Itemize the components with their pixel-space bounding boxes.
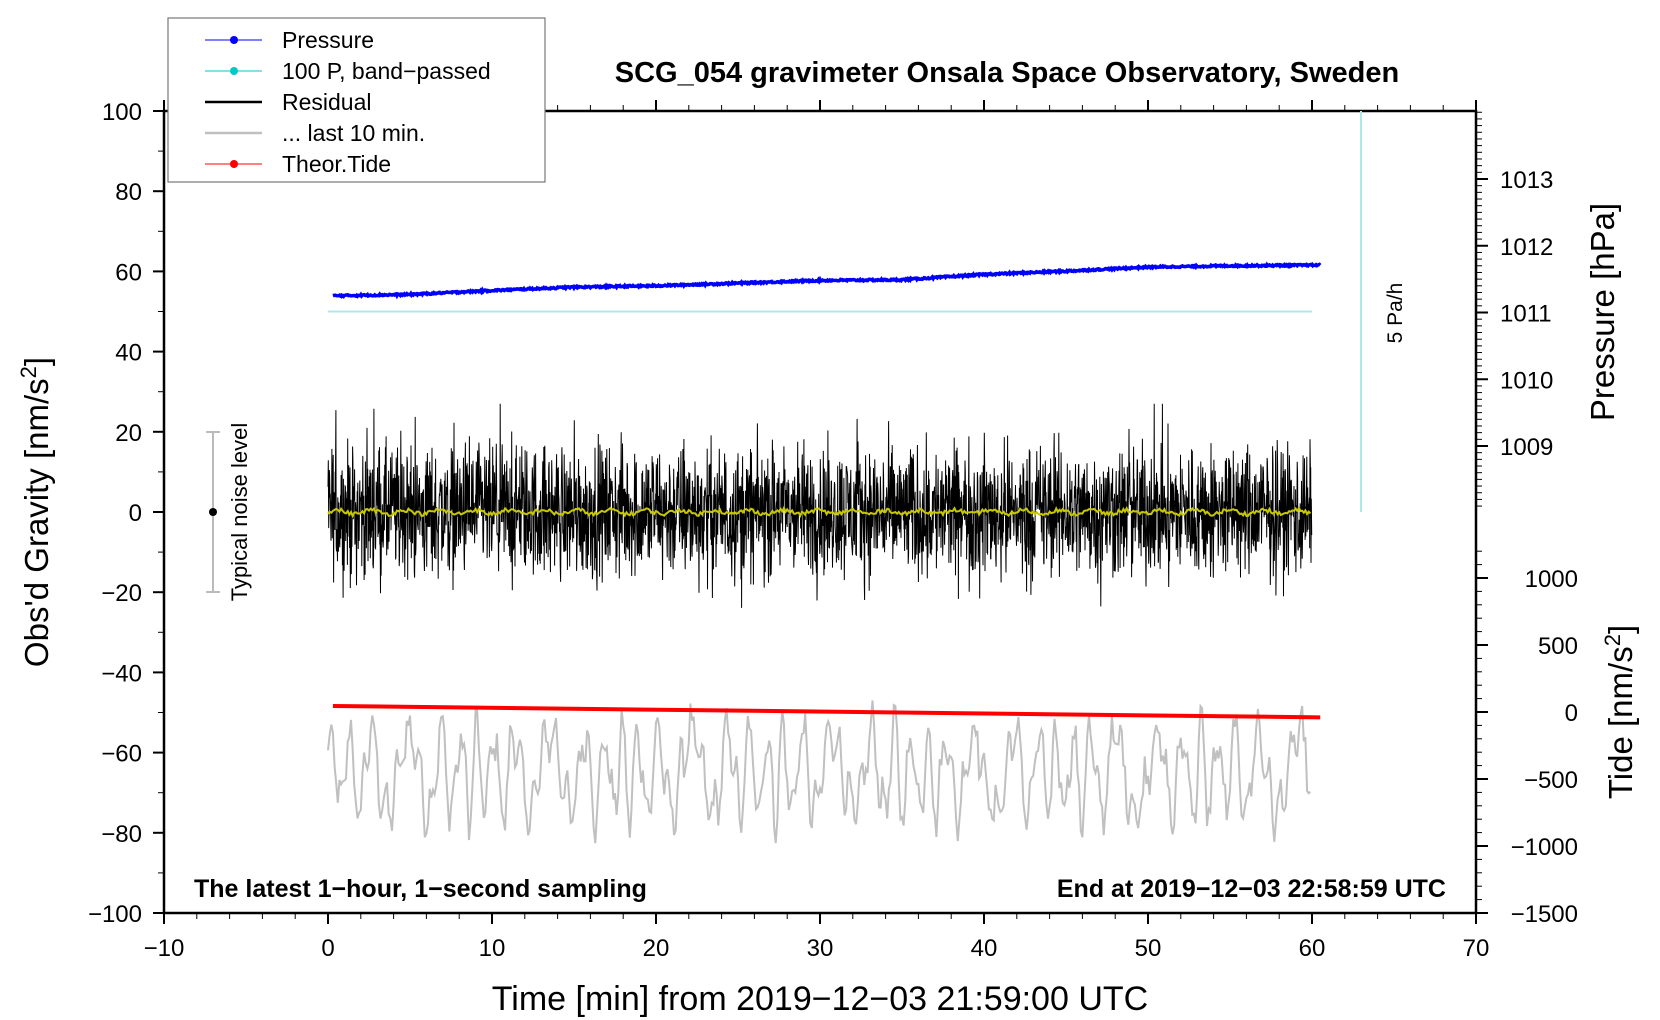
legend-label: 100 P, band−passed — [282, 58, 491, 84]
tide-tick-label: 500 — [1538, 633, 1578, 660]
y-tick-label: −80 — [101, 821, 142, 848]
x-tick-label: 70 — [1463, 935, 1490, 962]
x-tick-label: 40 — [971, 935, 998, 962]
pressure-tick-label: 1011 — [1500, 301, 1552, 328]
note-right: End at 2019−12−03 22:58:59 UTC — [1057, 875, 1446, 903]
pressure-tick-label: 1012 — [1500, 234, 1553, 261]
series-residual-smoothed — [327, 505, 1312, 519]
x-axis-label: Time [min] from 2019−12−03 21:59:00 UTC — [492, 980, 1148, 1018]
series-last-10-min — [327, 700, 1312, 844]
noise-dot — [209, 508, 217, 516]
y-tick-label: −100 — [88, 901, 142, 928]
y-tick-label: 20 — [115, 420, 142, 447]
noise-indicator: Typical noise level — [206, 423, 252, 602]
y-tick-label: 80 — [115, 179, 142, 206]
legend-label: ... last 10 min. — [282, 120, 425, 146]
legend-marker — [230, 36, 238, 44]
x-tick-label: 0 — [321, 935, 334, 962]
pressure-axis-label: Pressure [hPa] — [1584, 203, 1621, 421]
series-theor-tide — [332, 703, 1321, 720]
y-tick-label: −20 — [101, 580, 142, 607]
x-tick-label: 20 — [643, 935, 670, 962]
y-tick-label: −40 — [101, 660, 142, 687]
legend-label: Theor.Tide — [282, 151, 391, 177]
y-tick-label: 0 — [129, 500, 142, 527]
y-axis-label: Obs'd Gravity [nm/s2] — [16, 357, 55, 667]
tide-tick-label: −1000 — [1511, 834, 1578, 861]
y-tick-label: 60 — [115, 259, 142, 286]
legend-box — [167, 17, 546, 183]
tide-tick-label: 0 — [1565, 700, 1578, 727]
legend-label: Pressure — [282, 27, 374, 53]
tide-axis-label: Tide [nm/s2] — [1600, 625, 1639, 799]
noise-label: Typical noise level — [227, 423, 252, 602]
legend-marker — [230, 67, 238, 75]
rate-indicator: 5 Pa/h — [1360, 111, 1407, 512]
tide-tick-label: 1000 — [1525, 566, 1578, 593]
tide-tick-label: −1500 — [1511, 901, 1578, 928]
legend: Pressure 100 P, band−passed Residual ... la… — [167, 17, 546, 183]
legend-marker — [230, 160, 238, 168]
series-pressure — [332, 261, 1322, 300]
pressure-tick-label: 1009 — [1500, 434, 1553, 461]
y-tick-label: 40 — [115, 340, 142, 367]
y-tick-label: −60 — [101, 741, 142, 768]
rate-label: 5 Pa/h — [1384, 283, 1407, 344]
legend-label: Residual — [282, 89, 372, 115]
x-tick-label: 50 — [1135, 935, 1162, 962]
pressure-tick-label: 1013 — [1500, 167, 1553, 194]
y-tick-label: 100 — [102, 99, 142, 126]
x-tick-label: 10 — [479, 935, 506, 962]
series-residual — [327, 403, 1313, 608]
pressure-tick-label: 1010 — [1500, 367, 1553, 394]
x-tick-label: 60 — [1299, 935, 1326, 962]
data-layer — [327, 261, 1322, 844]
note-left: The latest 1−hour, 1−second sampling — [194, 875, 647, 903]
axis-ticks: −10 0 10 20 30 40 50 60 70100806040200−20−40−60−… — [88, 99, 1578, 962]
tide-tick-label: −500 — [1524, 767, 1578, 794]
x-tick-label: 30 — [807, 935, 834, 962]
chart-title: SCG_054 gravimeter Onsala Space Observat… — [615, 57, 1399, 89]
x-tick-label: −10 — [144, 935, 185, 962]
